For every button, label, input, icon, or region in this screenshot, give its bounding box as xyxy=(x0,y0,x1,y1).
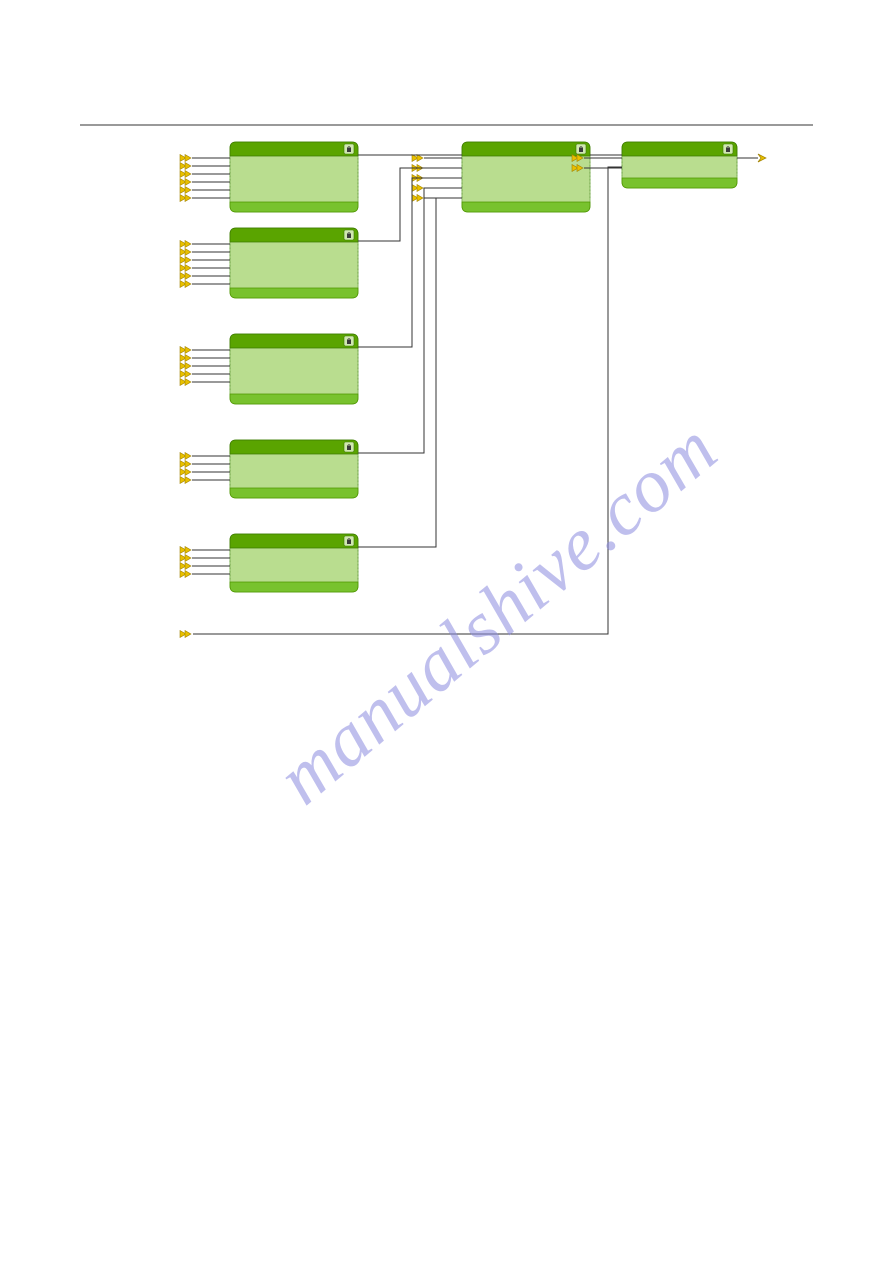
input-arrow-icon xyxy=(185,249,191,256)
input-arrow-icon xyxy=(417,155,423,162)
wire xyxy=(358,188,462,453)
input-arrow-icon xyxy=(185,163,191,170)
input-arrow-icon xyxy=(185,555,191,562)
diagram-block xyxy=(192,334,358,404)
input-arrow-icon xyxy=(185,363,191,370)
input-arrow-icon xyxy=(185,469,191,476)
diagram-block xyxy=(192,440,358,498)
input-arrow-icon xyxy=(185,453,191,460)
output-arrow-icon xyxy=(758,154,766,162)
input-arrow-icon xyxy=(185,563,191,570)
input-arrow-icon xyxy=(185,241,191,248)
input-arrow-icon xyxy=(185,179,191,186)
input-arrow-icon xyxy=(185,477,191,484)
input-arrow-icon xyxy=(185,281,191,288)
wire xyxy=(358,168,462,241)
diagram-canvas xyxy=(0,0,893,1263)
input-arrow-icon xyxy=(185,273,191,280)
input-arrow-icon xyxy=(185,547,191,554)
diagram-block xyxy=(192,142,358,212)
input-arrow-icon xyxy=(185,257,191,264)
input-arrow-icon xyxy=(185,461,191,468)
diagram-block xyxy=(192,534,358,592)
input-arrow-icon xyxy=(185,347,191,354)
input-arrow-icon xyxy=(185,379,191,386)
input-arrow-icon xyxy=(185,155,191,162)
diagram-block xyxy=(192,228,358,298)
diagram-block xyxy=(424,142,590,212)
input-arrow-icon xyxy=(185,371,191,378)
input-arrow-icon xyxy=(185,355,191,362)
wire xyxy=(358,178,462,347)
input-arrow-icon xyxy=(185,187,191,194)
wire xyxy=(358,198,462,547)
diagram-block xyxy=(584,142,737,188)
input-arrow-icon xyxy=(417,195,423,202)
input-arrow-icon xyxy=(185,265,191,272)
input-arrow-icon xyxy=(185,571,191,578)
input-arrow-icon xyxy=(185,195,191,202)
input-arrow-icon xyxy=(417,185,423,192)
input-arrow-icon xyxy=(185,631,191,638)
input-arrow-icon xyxy=(185,171,191,178)
